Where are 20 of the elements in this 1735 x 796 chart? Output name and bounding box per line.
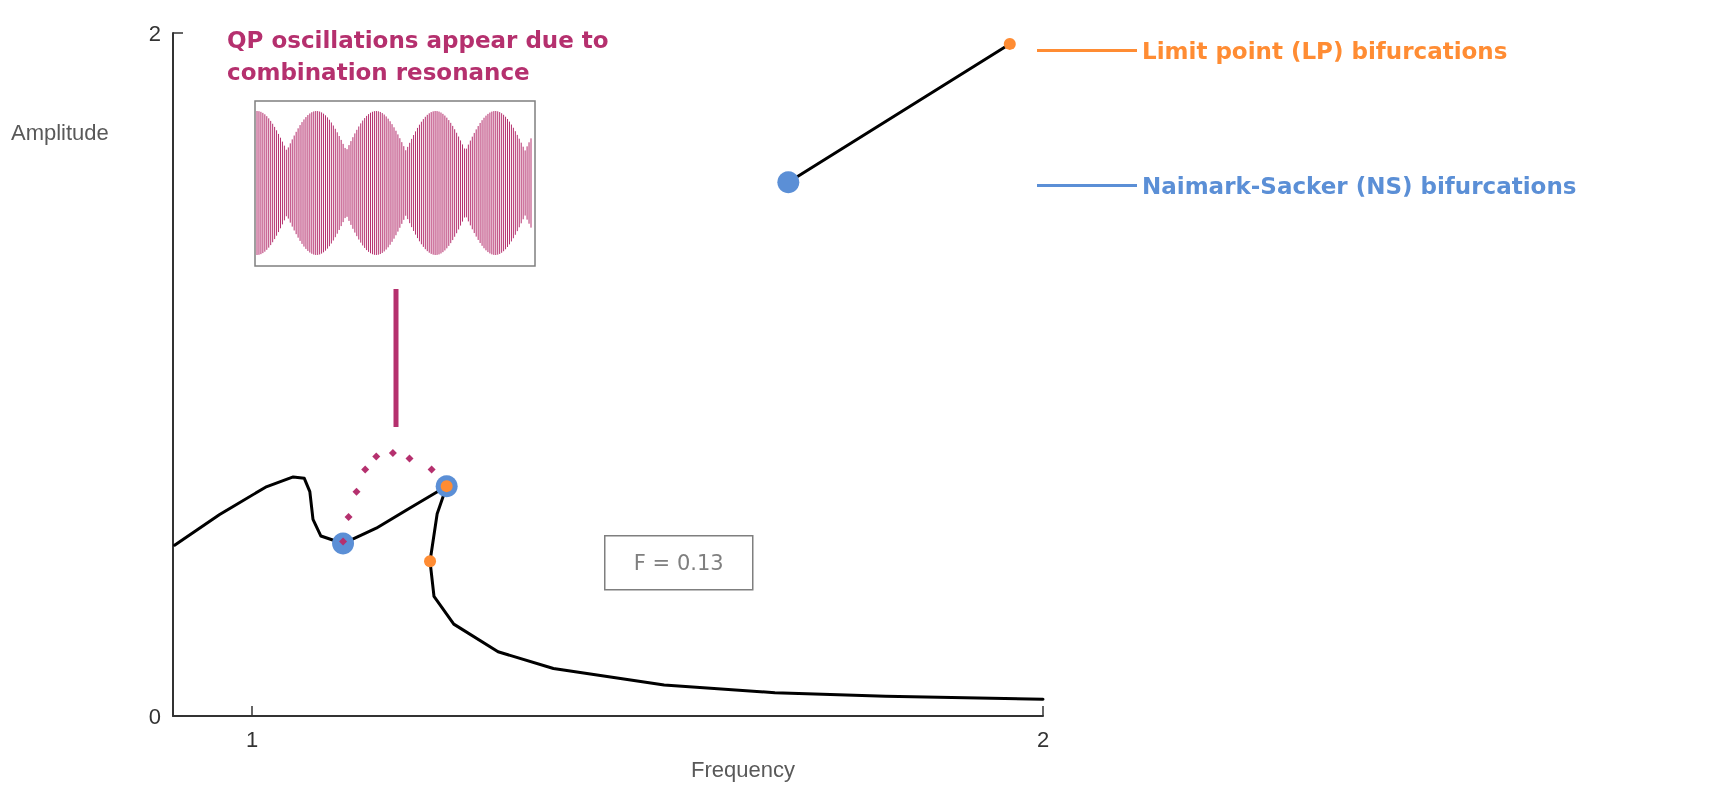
point bbox=[427, 465, 436, 474]
point bbox=[344, 512, 353, 521]
point bbox=[372, 452, 381, 461]
point bbox=[352, 487, 361, 496]
line-series bbox=[173, 475, 1045, 701]
point bbox=[332, 532, 355, 555]
annotation: F = 0.13 bbox=[633, 550, 724, 575]
x-tick-label: 1 bbox=[245, 726, 259, 752]
point bbox=[424, 555, 437, 568]
point bbox=[405, 454, 414, 463]
point bbox=[361, 465, 370, 474]
y-tick-label: 0 bbox=[148, 703, 161, 729]
annotation: QP oscillations appear due to combination resonance bbox=[227, 27, 617, 85]
point bbox=[388, 449, 397, 458]
y-axis-title: Amplitude bbox=[11, 119, 109, 145]
legend-label: Naimark-Sacker (NS) bifurcations bbox=[1142, 172, 1577, 199]
point bbox=[1003, 37, 1016, 50]
legend-label: Limit point (LP) bifurcations bbox=[1142, 37, 1508, 64]
x-axis-title: Frequency bbox=[691, 756, 795, 782]
point bbox=[777, 171, 800, 194]
